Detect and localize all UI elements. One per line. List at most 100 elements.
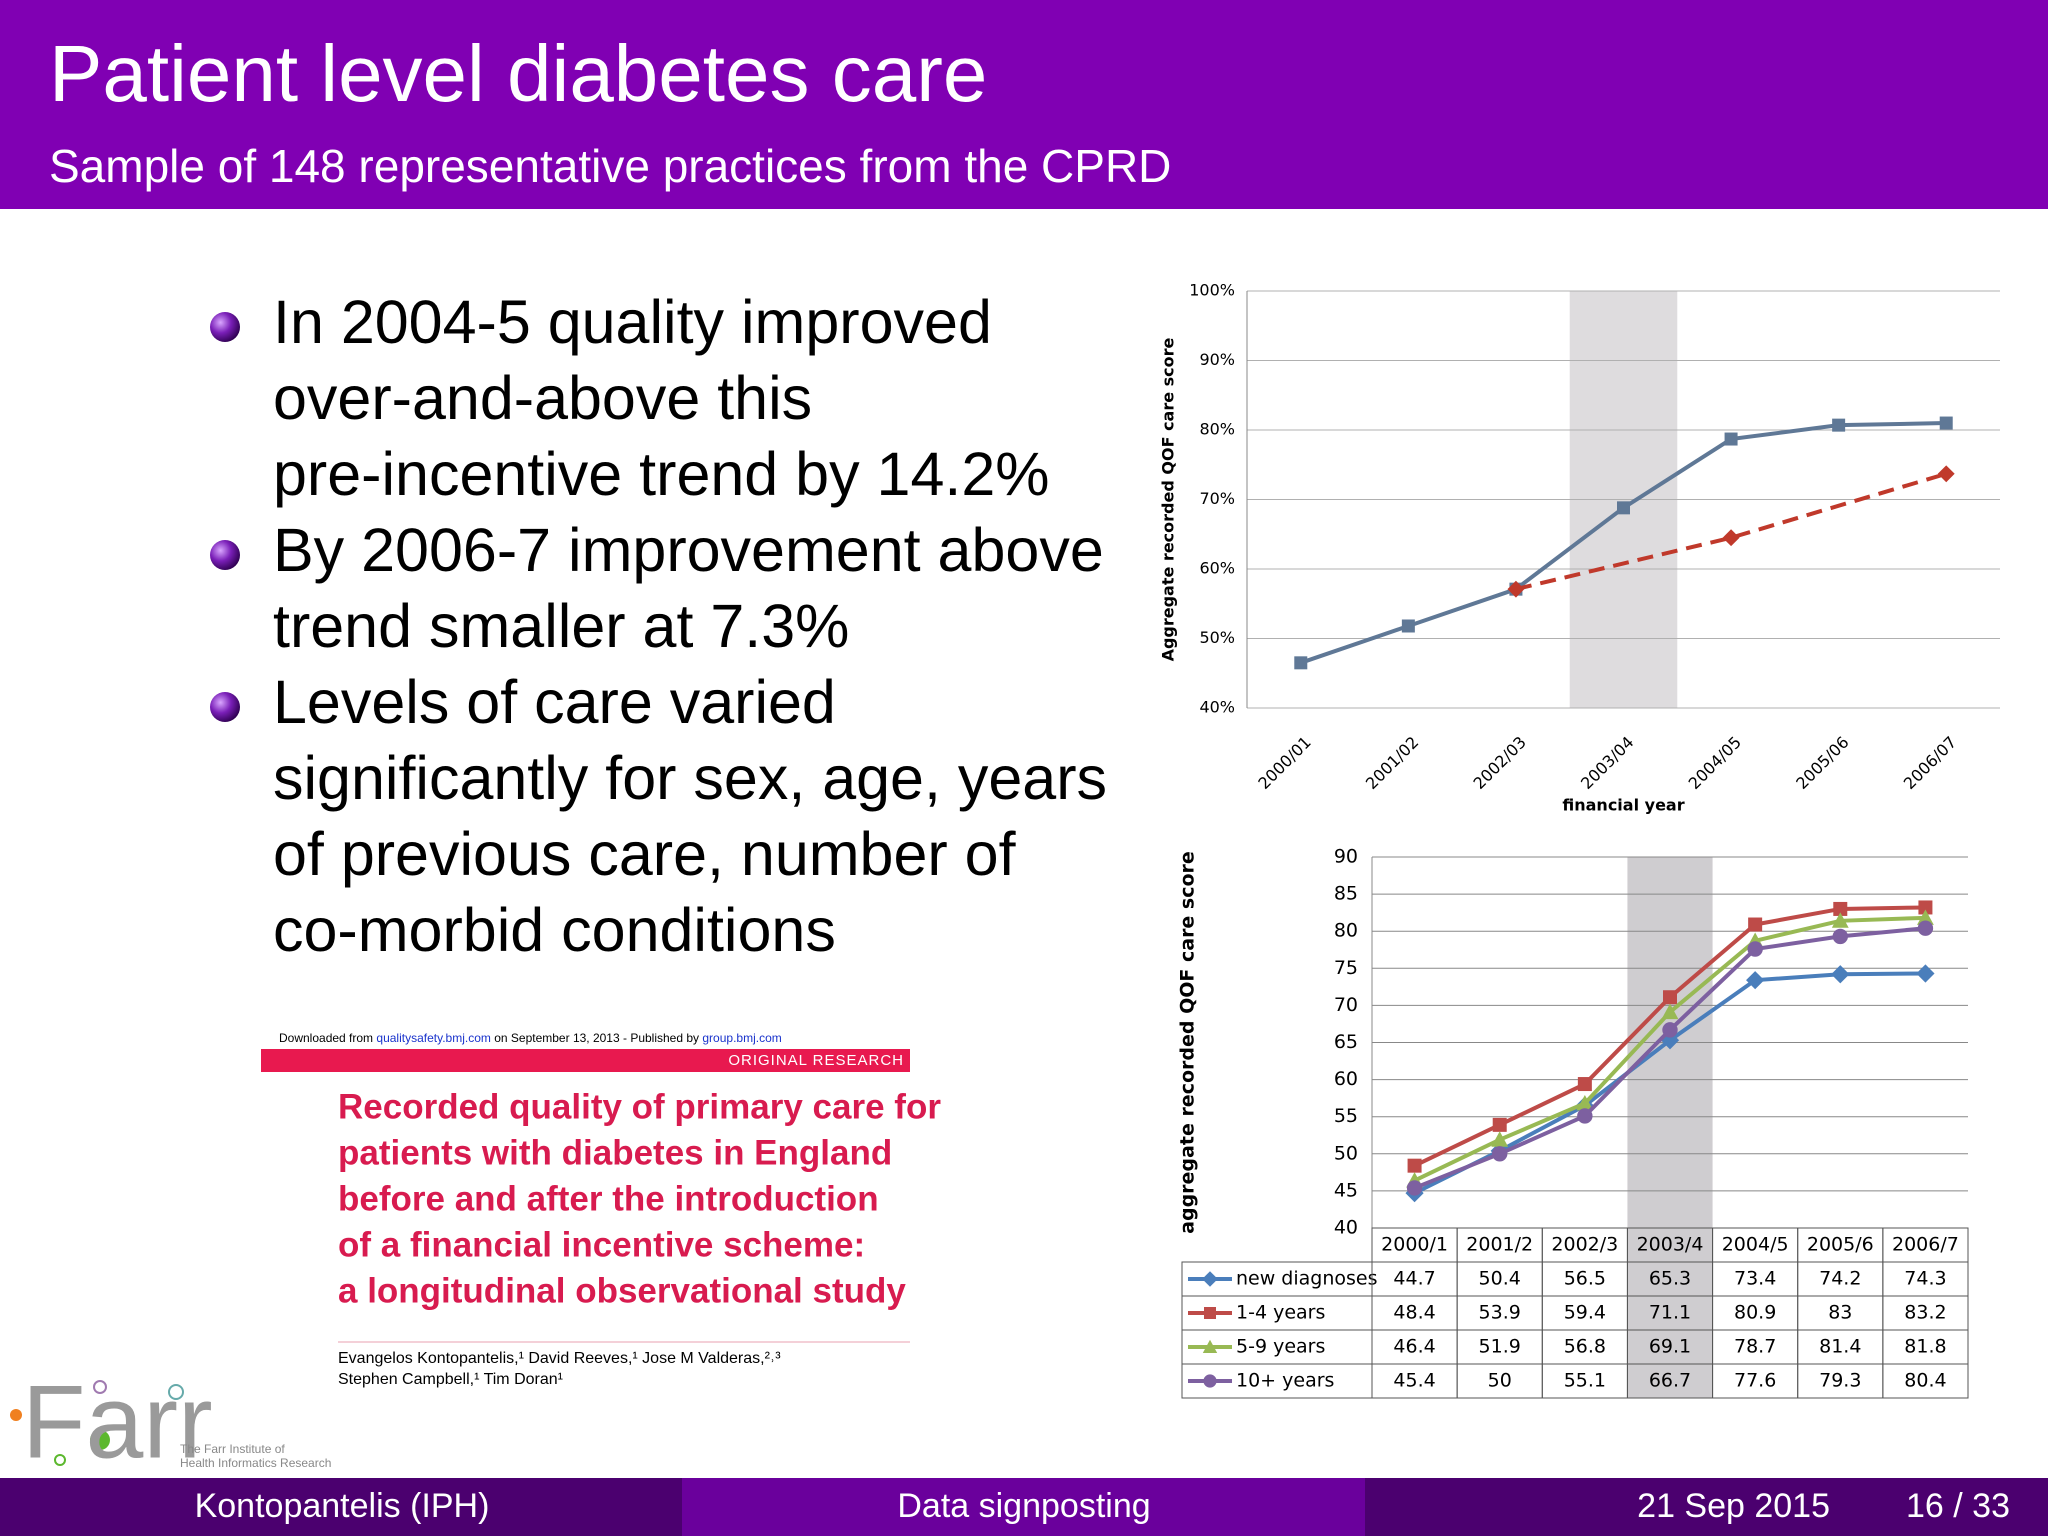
table-value: 77.6	[1734, 1370, 1776, 1392]
marker	[1918, 900, 1933, 915]
section: ORIGINAL RESEARCH	[728, 1052, 904, 1069]
table-value: 45.4	[1393, 1370, 1435, 1392]
table-value: 50	[1488, 1370, 1512, 1392]
marker	[1748, 917, 1763, 932]
marker	[1917, 909, 1934, 925]
y-tick-label: 55	[1334, 1105, 1358, 1127]
logo-dot	[168, 1384, 184, 1400]
marker	[1577, 1077, 1592, 1092]
marker	[1406, 1180, 1423, 1196]
marker	[1937, 465, 1955, 483]
x-tick-label: 2006/07	[1900, 733, 1960, 793]
table-value: 48.4	[1393, 1302, 1435, 1324]
table-value: 83.2	[1904, 1302, 1946, 1324]
y-tick-label: 60%	[1199, 559, 1235, 578]
table-value: 81.8	[1904, 1336, 1946, 1358]
legend-label: 5-9 years	[1236, 1336, 1325, 1358]
table-value: 50.4	[1479, 1268, 1521, 1290]
x-tick-label: 2006/7	[1892, 1234, 1959, 1256]
x-tick-label: 2002/03	[1470, 733, 1530, 793]
y-tick-label: 70	[1334, 994, 1358, 1016]
logo-line: The Farr Institute of	[180, 1442, 285, 1456]
legend-label: 1-4 years	[1236, 1302, 1325, 1324]
y-tick-label: 70%	[1199, 489, 1235, 508]
x-tick-label: 2003/04	[1577, 733, 1637, 793]
marker	[1407, 1158, 1422, 1173]
y-tick-label: 80%	[1199, 420, 1235, 439]
marker	[1663, 990, 1677, 1005]
legend-label: new diagnoses	[1236, 1268, 1378, 1290]
table-value: 81.4	[1819, 1336, 1861, 1358]
y-tick-label: 90%	[1199, 350, 1235, 369]
paper-title: Recorded quality of primary care for	[338, 1087, 941, 1126]
y-tick-label: 90	[1334, 846, 1358, 868]
x-tick-label: 2004/5	[1722, 1234, 1789, 1256]
x-tick-label: 2002/3	[1551, 1234, 1618, 1256]
marker	[1492, 1117, 1507, 1132]
y-tick-label: 45	[1334, 1179, 1358, 1201]
paper-title: patients with diabetes in England	[338, 1133, 892, 1172]
marker	[1661, 1003, 1679, 1020]
x-tick-label: 2000/1	[1381, 1234, 1448, 1256]
logo-dot	[93, 1380, 107, 1394]
chart: 40% 50% 60% 70% 80% 90% 100% Aggregate recorded…	[1159, 281, 2000, 815]
bullet-dot	[210, 312, 240, 342]
note-link: group.bmj.com	[702, 1031, 781, 1045]
footer-date: 21 Sep 2015	[1637, 1487, 1830, 1525]
logo-dot	[90, 1430, 110, 1450]
paper-authors: Evangelos Kontopantelis,¹ David Reeves,¹…	[338, 1350, 781, 1367]
logo-dot	[10, 1409, 22, 1421]
y-tick-label: 80	[1334, 920, 1358, 942]
y-tick-label: 50%	[1199, 628, 1235, 647]
table-value: 56.8	[1564, 1336, 1606, 1358]
marker	[1577, 1108, 1593, 1124]
marker	[1916, 964, 1935, 983]
table-value: 74.2	[1819, 1268, 1861, 1290]
x-tick-label: 2001/02	[1362, 733, 1422, 793]
marker	[1722, 529, 1740, 547]
marker	[1939, 416, 1953, 430]
marker	[1831, 965, 1850, 984]
bullet-text: By 2006-7 improvement above	[273, 516, 1104, 584]
bullet-text: significantly for sex, age, years	[273, 744, 1107, 812]
table-value: 44.7	[1393, 1268, 1435, 1290]
note-link: qualitysafety.bmj.com	[376, 1031, 491, 1045]
marker	[1833, 901, 1848, 916]
table-value: 73.4	[1734, 1268, 1776, 1290]
note-part: on September 13, 2013 - Published by	[491, 1031, 702, 1045]
marker	[1507, 580, 1525, 598]
paper-title: before and after the introduction	[338, 1179, 879, 1218]
marker	[1492, 1146, 1508, 1162]
table-value: 80.4	[1904, 1370, 1946, 1392]
download-note: Downloaded from qualitysafety.bmj.com on…	[279, 1031, 782, 1045]
title: Patient level diabetes care	[49, 29, 987, 118]
bullet-text: pre-incentive trend by 14.2%	[273, 440, 1050, 508]
x-tick-label: 2000/01	[1254, 733, 1314, 793]
y-tick-label: 60	[1334, 1068, 1358, 1090]
y-tick-label: 85	[1334, 883, 1358, 905]
y-axis-label: Aggregate recorded QOF care score	[1159, 337, 1178, 661]
x-tick-label: 2003/4	[1637, 1234, 1704, 1256]
y-tick-label: 75	[1334, 957, 1358, 979]
x-tick-label: 2001/2	[1466, 1234, 1533, 1256]
bullet-text: over-and-above this	[273, 364, 812, 432]
x-axis-label: financial year	[1562, 796, 1684, 815]
y-tick-label: 40	[1334, 1217, 1358, 1239]
header-band	[0, 0, 2048, 209]
bullet-text: In 2004-5 quality improved	[273, 288, 992, 356]
footer-mid	[682, 1478, 1365, 1536]
marker	[1294, 656, 1308, 670]
paper-title: of a financial incentive scheme:	[338, 1225, 865, 1264]
table-value: 56.5	[1564, 1268, 1606, 1290]
bullet-dot	[210, 692, 240, 722]
paper-title: a longitudinal observational study	[338, 1271, 906, 1310]
table-cell	[1882, 1363, 1969, 1399]
y-tick-label: 100%	[1189, 281, 1235, 300]
table-value: 66.7	[1649, 1370, 1691, 1392]
marker	[1202, 1271, 1218, 1287]
table-value: 53.9	[1479, 1302, 1521, 1324]
marker	[1576, 1094, 1594, 1111]
table-value: 51.9	[1479, 1336, 1521, 1358]
marker	[1917, 920, 1934, 936]
